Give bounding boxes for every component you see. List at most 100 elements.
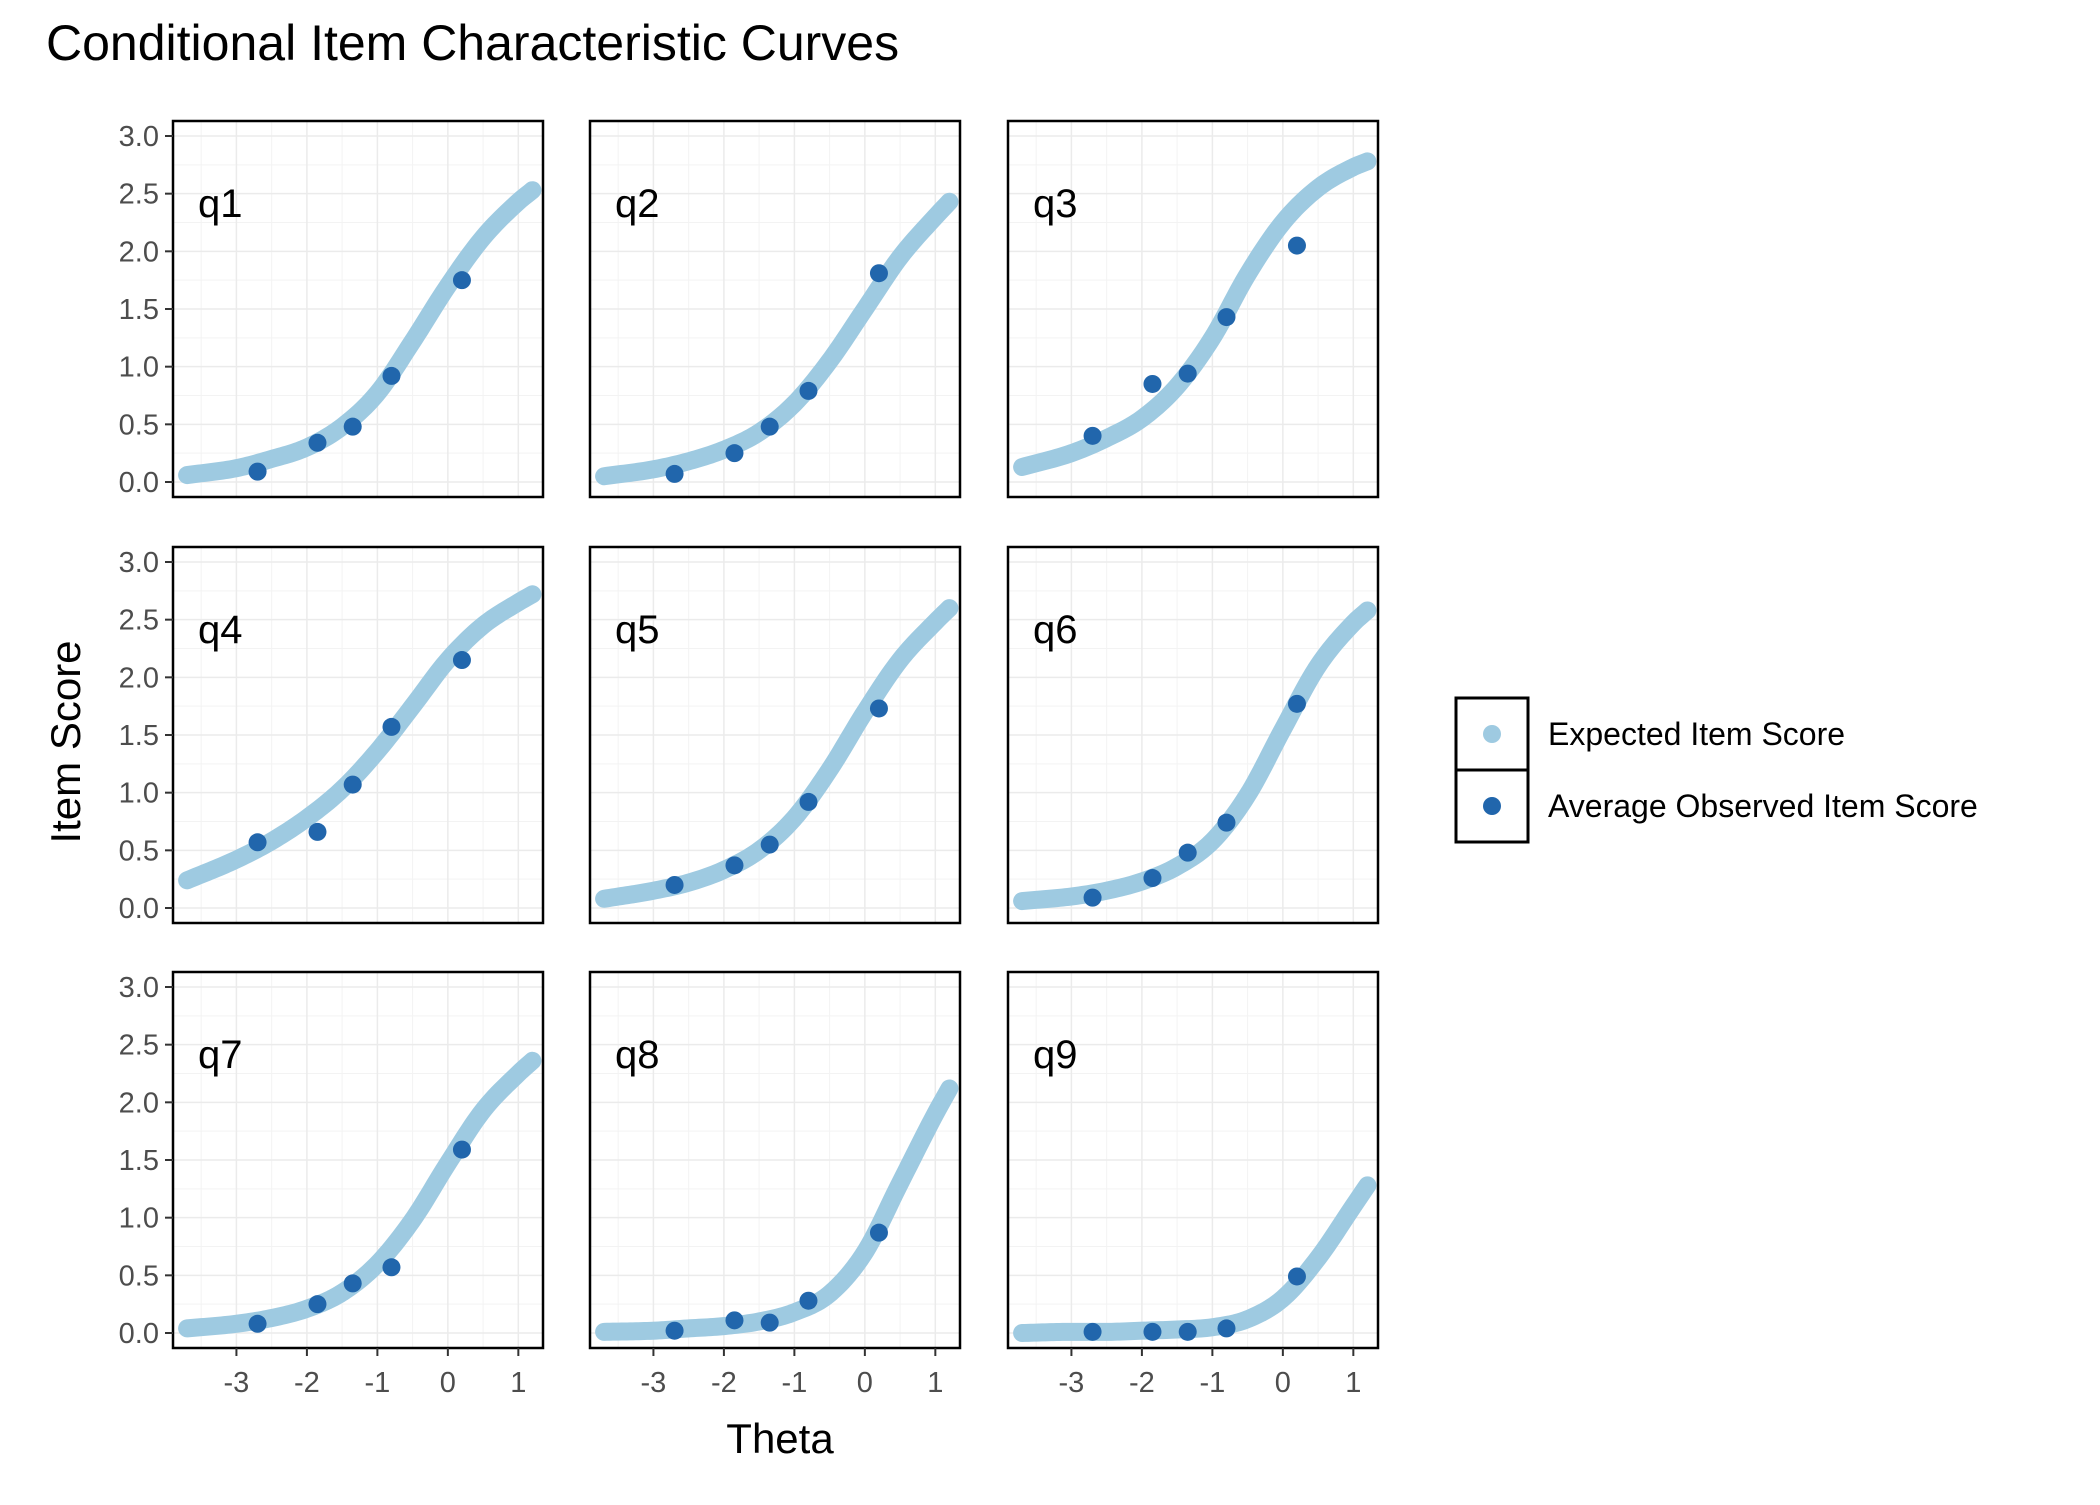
y-tick-label: 1.0 [119,778,159,810]
x-tick-label: -1 [781,1367,807,1399]
y-tick-label: 0.5 [119,835,159,867]
x-tick-label: 0 [1275,1367,1291,1399]
observed-point-q5 [760,835,779,854]
expected-curve-q5 [595,599,959,908]
y-tick-label: 3.0 [119,121,159,153]
observed-point-q1 [308,433,327,452]
observed-point-q8 [725,1311,744,1330]
panel-border [1006,970,1380,1350]
observed-point-q3 [1217,308,1236,327]
y-tick-label: 2.0 [119,236,159,268]
observed-point-q5 [869,699,888,718]
y-tick-label: 0.5 [119,409,159,441]
x-tick-label: -3 [1059,1367,1085,1399]
y-tick-label: 2.5 [119,1030,159,1062]
observed-point-q5 [665,875,684,894]
y-tick-label: 0.0 [119,1318,159,1350]
expected-curve-q1 [178,181,542,485]
y-tick-label: 3.0 [119,972,159,1004]
observed-point-q2 [799,381,818,400]
observed-point-q5 [799,792,818,811]
x-tick-label: 1 [1345,1367,1361,1399]
observed-point-q6 [1178,843,1197,862]
panel-label-q4: q4 [198,608,243,652]
observed-point-q9 [1217,1319,1236,1338]
facet-panel-q2: q2 [588,119,962,499]
legend-swatch-expected [1483,725,1501,743]
observed-point-q6 [1143,869,1162,888]
observed-point-q9 [1178,1322,1197,1341]
x-tick-label: -1 [1199,1367,1225,1399]
panel-label-q3: q3 [1033,182,1078,226]
y-tick-label: 2.0 [119,662,159,694]
facet-panels: q1 0.0 0.5 1.0 1.5 2.0 2.5 3.0 q2 q3 q4 0.0 0.5 1.0 1.… [119,119,1380,1399]
x-tick-label: -3 [224,1367,250,1399]
observed-point-q5 [725,856,744,875]
facet-panel-q3: q3 [1006,119,1380,499]
expected-curve-q4 [178,585,542,890]
y-tick-label: 2.5 [119,605,159,637]
observed-point-q2 [869,264,888,283]
y-axis-label: Item Score [42,640,89,843]
panel-label-q6: q6 [1033,608,1078,652]
expected-curve-q3 [1013,152,1377,477]
y-tick-label: 2.5 [119,179,159,211]
panel-border [1006,545,1380,925]
x-tick-label: 0 [857,1367,873,1399]
x-tick-label: -1 [364,1367,390,1399]
observed-point-q2 [725,444,744,463]
panel-label-q9: q9 [1033,1033,1078,1077]
observed-point-q9 [1083,1322,1102,1341]
observed-point-q8 [799,1291,818,1310]
y-tick-label: 1.0 [119,1203,159,1235]
observed-point-q3 [1178,364,1197,383]
facet-panel-q9: q9 -3 -2 -1 0 1 [1006,970,1380,1399]
y-tick-label: 2.0 [119,1087,159,1119]
panel-border [1006,119,1380,499]
panel-border [588,545,962,925]
y-tick-label: 0.0 [119,893,159,925]
legend: Expected Item Score Average Observed Ite… [1454,696,1978,844]
facet-panel-q5: q5 [588,545,962,925]
x-tick-label: -2 [711,1367,737,1399]
x-tick-label: -2 [294,1367,320,1399]
observed-point-q3 [1143,374,1162,393]
observed-point-q6 [1083,888,1102,907]
y-tick-label: 1.5 [119,294,159,326]
observed-point-q1 [343,417,362,436]
x-tick-label: -2 [1129,1367,1155,1399]
x-tick-label: 0 [440,1367,456,1399]
y-tick-label: 0.5 [119,1260,159,1292]
panel-label-q2: q2 [615,182,660,226]
panel-label-q5: q5 [615,608,660,652]
observed-point-q7 [343,1274,362,1293]
observed-point-q7 [452,1140,471,1159]
observed-point-q7 [382,1258,401,1277]
expected-curve-q2 [595,192,959,486]
y-tick-label: 3.0 [119,547,159,579]
observed-point-q1 [382,366,401,385]
panel-label-q1: q1 [198,182,243,226]
y-tick-label: 1.0 [119,352,159,384]
facet-panel-q8: q8 -3 -2 -1 0 1 [588,970,962,1399]
panel-label-q8: q8 [615,1033,660,1077]
chart-title: Conditional Item Characteristic Curves [46,15,899,71]
legend-swatch-observed [1483,797,1501,815]
observed-point-q4 [308,822,327,841]
x-axis-label: Theta [726,1415,834,1462]
observed-point-q4 [382,717,401,736]
observed-point-q2 [665,464,684,483]
observed-point-q8 [665,1321,684,1340]
panel-label-q7: q7 [198,1033,243,1077]
observed-point-q6 [1287,694,1306,713]
facet-panel-q4: q4 0.0 0.5 1.0 1.5 2.0 2.5 3.0 [119,545,545,925]
observed-point-q4 [343,775,362,794]
legend-label-observed: Average Observed Item Score [1548,788,1978,824]
observed-point-q8 [869,1223,888,1242]
observed-point-q2 [760,417,779,436]
x-tick-label: 1 [510,1367,526,1399]
observed-point-q9 [1143,1322,1162,1341]
legend-label-expected: Expected Item Score [1548,716,1845,752]
observed-point-q9 [1287,1267,1306,1286]
